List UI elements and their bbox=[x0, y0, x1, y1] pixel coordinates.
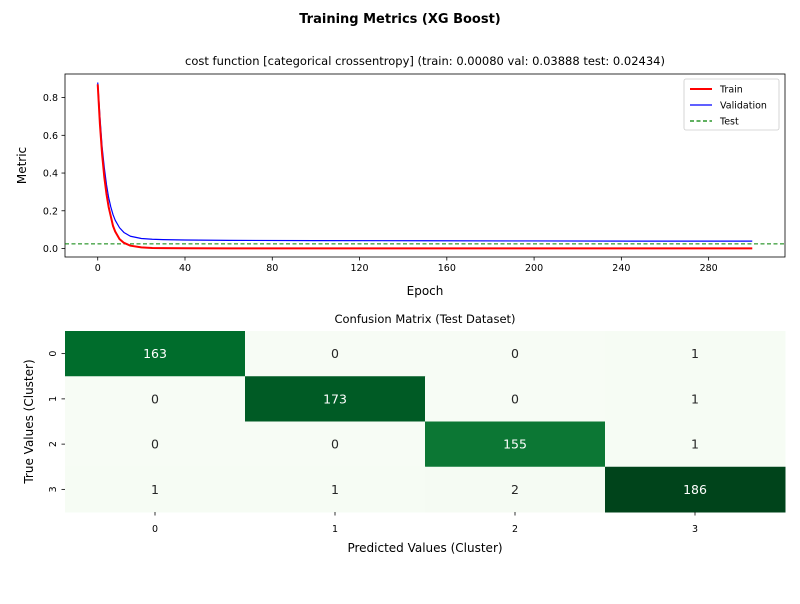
heatmap-cell bbox=[605, 421, 786, 468]
y-tick-label: 0.6 bbox=[43, 131, 58, 142]
heatmap-cell-value: 1 bbox=[151, 482, 159, 497]
heatmap-x-tick-label: 0 bbox=[152, 524, 158, 535]
x-tick-label: 160 bbox=[438, 263, 456, 274]
heatmap-cell bbox=[245, 376, 426, 422]
heatmap-cell bbox=[425, 331, 606, 377]
heatmap-cell-value: 0 bbox=[151, 437, 159, 452]
heatmap-cell bbox=[65, 331, 246, 377]
y-tick-label: 0.8 bbox=[43, 93, 58, 104]
heatmap-y-axis-label: True Values (Cluster) bbox=[22, 359, 36, 484]
heatmap-cell bbox=[245, 331, 426, 377]
y-axis-label: Metric bbox=[15, 147, 29, 184]
heatmap-cell-value: 1 bbox=[331, 482, 339, 497]
y-tick-label: 0.0 bbox=[43, 244, 58, 255]
heatmap-cell-value: 0 bbox=[331, 346, 339, 361]
heatmap-cell-value: 173 bbox=[323, 391, 347, 406]
heatmap-x-tick-label: 1 bbox=[332, 524, 338, 535]
heatmap-title: Confusion Matrix (Test Dataset) bbox=[334, 312, 515, 326]
heatmap-y-tick-label: 3 bbox=[48, 486, 59, 492]
line-chart: cost function [categorical crossentropy]… bbox=[15, 54, 786, 298]
line-chart-frame bbox=[64, 73, 786, 258]
heatmap-cell bbox=[245, 421, 426, 468]
legend-box bbox=[683, 78, 780, 131]
heatmap-y-tick-label: 2 bbox=[48, 441, 59, 447]
heatmap-cell-value: 0 bbox=[331, 437, 339, 452]
heatmap-cell-value: 0 bbox=[511, 391, 519, 406]
heatmap-cell-value: 0 bbox=[511, 346, 519, 361]
confusion-matrix: Confusion Matrix (Test Dataset) 163 0 0 1 0 17… bbox=[22, 312, 786, 555]
heatmap-cell bbox=[425, 421, 606, 468]
figure-suptitle: Training Metrics (XG Boost) bbox=[299, 12, 501, 27]
x-tick-label: 40 bbox=[179, 263, 191, 274]
series-line-validation bbox=[97, 82, 753, 242]
legend: Train Validation Test bbox=[683, 78, 780, 131]
heatmap-y-tick-label: 0 bbox=[48, 351, 59, 357]
heatmap-x-tick-label: 3 bbox=[692, 524, 698, 535]
x-tick-label: 80 bbox=[266, 263, 278, 274]
x-tick-label: 280 bbox=[700, 263, 718, 274]
heatmap-cell bbox=[65, 466, 246, 513]
heatmap-cell bbox=[65, 421, 246, 468]
heatmap-cell bbox=[605, 376, 786, 422]
heatmap-cell-value: 1 bbox=[691, 346, 699, 361]
heatmap-cell-value: 1 bbox=[691, 391, 699, 406]
heatmap-cell bbox=[605, 331, 786, 377]
x-tick-label: 240 bbox=[612, 263, 630, 274]
heatmap-cell-value: 163 bbox=[143, 346, 167, 361]
series-line-train bbox=[96, 84, 753, 250]
heatmap-cell-value: 155 bbox=[503, 437, 527, 452]
heatmap-y-tick-label: 1 bbox=[48, 396, 59, 402]
heatmap-cell-value: 1 bbox=[691, 437, 699, 452]
heatmap-cell bbox=[425, 466, 606, 513]
heatmap-x-axis-label: Predicted Values (Cluster) bbox=[347, 541, 502, 555]
x-tick-label: 200 bbox=[525, 263, 543, 274]
legend-label-test: Test bbox=[719, 117, 739, 128]
x-axis-label: Epoch bbox=[407, 284, 444, 298]
heatmap-cell bbox=[245, 466, 426, 513]
line-chart-title: cost function [categorical crossentropy]… bbox=[185, 54, 665, 68]
legend-label-validation: Validation bbox=[720, 101, 767, 112]
x-tick-label: 120 bbox=[350, 263, 368, 274]
heatmap-cell bbox=[605, 466, 786, 513]
heatmap-cell-value: 2 bbox=[511, 482, 519, 497]
y-tick-label: 0.2 bbox=[43, 206, 58, 217]
line-chart-plot-area bbox=[65, 82, 785, 250]
heatmap-cell bbox=[425, 376, 606, 422]
heatmap-cell-value: 0 bbox=[151, 391, 159, 406]
legend-label-train: Train bbox=[719, 85, 743, 96]
heatmap-cell bbox=[65, 376, 246, 422]
heatmap-cell-value: 186 bbox=[683, 482, 707, 497]
x-tick-label: 0 bbox=[95, 263, 101, 274]
heatmap-x-tick-label: 2 bbox=[512, 524, 518, 535]
y-tick-label: 0.4 bbox=[43, 169, 58, 180]
